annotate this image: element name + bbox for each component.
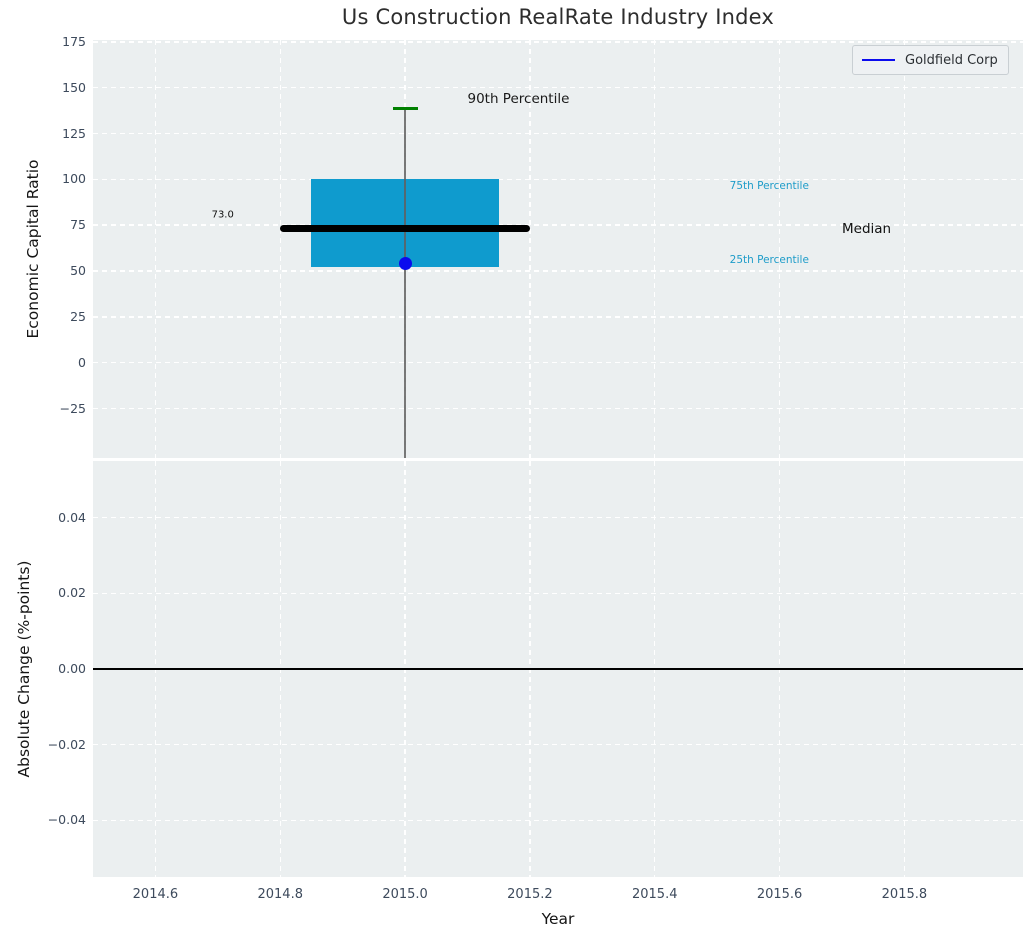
gridline-vertical	[903, 40, 906, 458]
y-tick-label: 0.04	[58, 509, 86, 525]
y-tick-label: −25	[59, 400, 86, 416]
gridline-horizontal	[93, 819, 1023, 821]
gridline-vertical	[654, 40, 656, 458]
figure-title: Us Construction RealRate Industry Index	[341, 5, 775, 29]
y-tick-label: 50	[70, 263, 86, 278]
x-tick-label: 2015.2	[507, 887, 553, 902]
y-tick-label: 25	[70, 308, 86, 324]
y-tick-label: −0.04	[47, 812, 86, 828]
y-tick-label: 0.00	[58, 661, 86, 676]
annotation-75th-percentile: 75th Percentile	[729, 179, 809, 192]
gridline-horizontal	[93, 361, 1023, 364]
annotation-median: Median	[841, 221, 892, 238]
y-tick-label: 125	[62, 125, 86, 141]
legend-line-icon	[862, 58, 895, 62]
gridline-horizontal	[93, 86, 1023, 89]
median-line	[280, 225, 530, 233]
gridline-vertical	[279, 40, 281, 458]
legend-label: Goldfield Corp	[905, 52, 998, 68]
x-tick-label: 2015.6	[756, 887, 803, 902]
y-tick-label: 75	[70, 217, 86, 233]
x-tick-label: 2014.8	[257, 887, 303, 902]
gridline-horizontal	[93, 407, 1023, 410]
y-tick-label: 150	[62, 79, 86, 95]
gridline-vertical	[154, 40, 157, 458]
y-tick-label: 175	[62, 33, 86, 49]
x-tick-label: 2015.8	[881, 887, 928, 902]
annotation-73-0: 73.0	[211, 209, 234, 221]
annotation-25th-percentile: 25th Percentile	[729, 254, 809, 266]
annotation-90th-percentile: 90th Percentile	[467, 91, 570, 108]
x-axis-label-year: Year	[541, 910, 575, 928]
x-tick-label: 2015.0	[382, 887, 428, 902]
whisker-line	[404, 108, 406, 458]
absolute-change-plot	[93, 461, 1023, 877]
gridline-horizontal	[93, 41, 1023, 43]
gridline-horizontal	[93, 224, 1023, 226]
whisker-cap-90th	[392, 107, 418, 111]
legend: Goldfield Corp	[852, 45, 1009, 75]
gridline-horizontal	[93, 592, 1023, 595]
gridline-horizontal	[93, 517, 1023, 519]
gridline-horizontal	[93, 316, 1023, 318]
company-marker-dot	[398, 257, 412, 271]
x-tick-label: 2014.6	[132, 887, 179, 902]
x-tick-label: 2015.4	[631, 887, 678, 902]
y-tick-label: −0.02	[47, 736, 86, 752]
gridline-horizontal	[93, 270, 1023, 272]
y-tick-label: 0	[78, 354, 86, 370]
gridline-vertical	[529, 40, 531, 458]
gridline-horizontal	[93, 132, 1023, 135]
capital-ratio-plot: 90th Percentile 75th Percentile Median 25th…	[93, 40, 1023, 458]
gridline-vertical	[778, 40, 781, 458]
gridline-horizontal	[93, 743, 1023, 746]
zero-line	[93, 668, 1023, 670]
gridline-horizontal	[93, 178, 1023, 181]
y-tick-label: 0.02	[58, 585, 86, 601]
y-tick-label: 100	[62, 171, 86, 187]
